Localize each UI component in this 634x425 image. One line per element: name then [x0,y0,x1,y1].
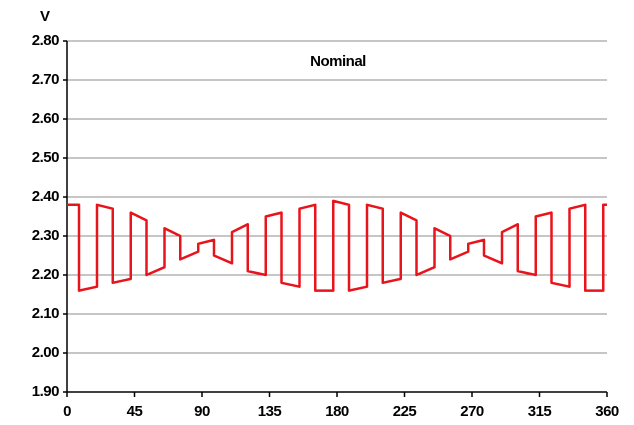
x-tick-label: 225 [393,403,417,420]
x-tick-label: 270 [460,403,484,420]
x-tick-label: 180 [325,403,349,420]
y-axis-label: V [40,8,50,25]
y-tick-label: 2.50 [32,149,59,166]
annotation: Nominal [310,53,366,70]
y-tick-label: 2.30 [32,227,59,244]
y-tick-label: 2.60 [32,110,59,127]
y-tick-label: 2.80 [32,32,59,49]
x-tick-label: 135 [258,403,282,420]
x-tick-label: 360 [595,403,619,420]
y-tick-label: 2.40 [32,188,59,205]
x-tick-label: 0 [63,403,71,420]
y-tick-label: 2.20 [32,266,59,283]
y-tick-label: 2.70 [32,71,59,88]
y-tick-label: 1.90 [32,383,59,400]
data-line [67,199,607,292]
x-tick-label: 90 [194,403,210,420]
x-tick-label: 45 [127,403,143,420]
y-tick-label: 2.10 [32,305,59,322]
y-tick-label: 2.00 [32,344,59,361]
x-tick-label: 315 [528,403,552,420]
